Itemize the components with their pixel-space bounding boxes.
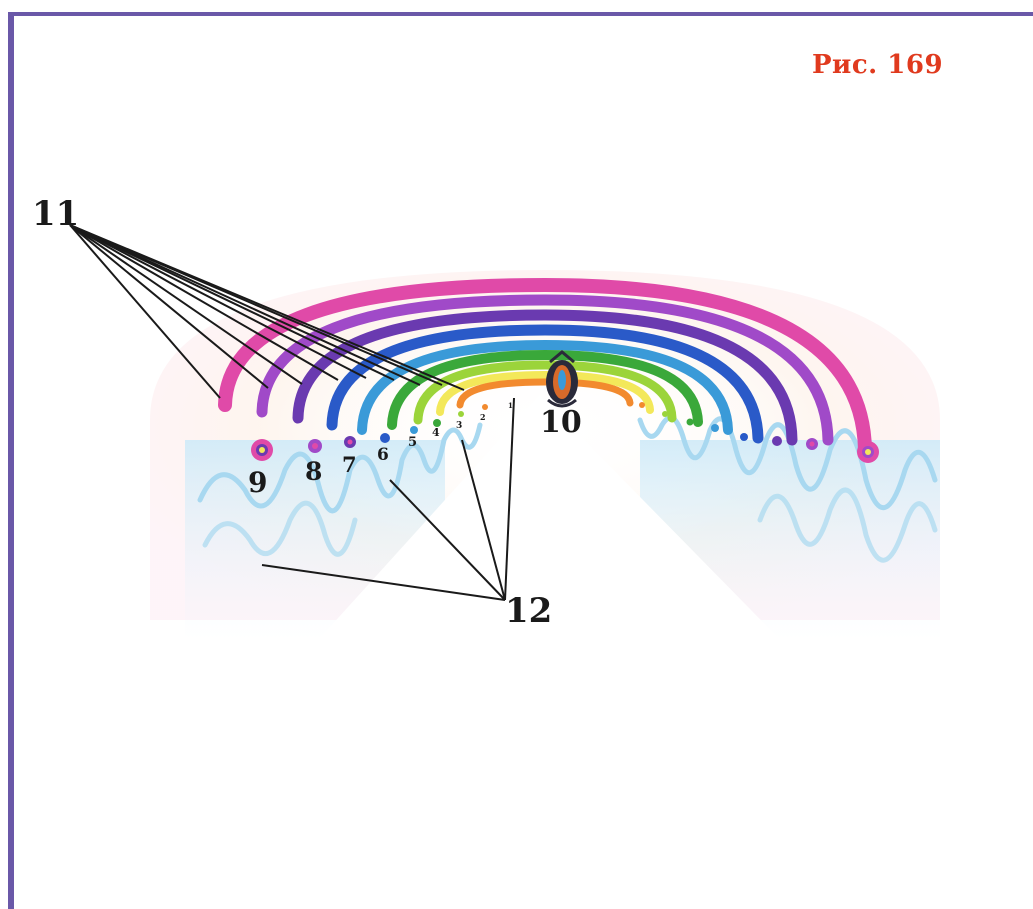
label-2: 2 [480, 412, 486, 422]
ring-end-2 [482, 404, 488, 410]
label-12: 12 [505, 591, 552, 631]
ring-end-4 [433, 419, 441, 427]
ring-4 [387, 349, 703, 430]
ring-end-6 [380, 433, 390, 443]
label-10: 10 [540, 405, 582, 440]
wave-pattern-right [637, 415, 938, 563]
ring-2 [436, 370, 654, 416]
figure-caption: Рис. 169 [812, 50, 944, 80]
ring-1 [456, 378, 634, 409]
ring-ends-right [639, 402, 879, 463]
label-11: 11 [32, 194, 79, 234]
central-figure [546, 350, 578, 408]
frame-left-border [8, 12, 14, 909]
ring-end-3 [458, 411, 464, 417]
ring-end-5 [410, 426, 418, 434]
wedge-cutout [300, 395, 800, 660]
ring-7 [292, 309, 798, 446]
wave-pattern-left [197, 422, 483, 557]
leader-lines-12 [261, 397, 515, 601]
label-8: 8 [305, 457, 322, 486]
ring-5 [357, 339, 733, 435]
ring-9 [218, 277, 872, 457]
frame-top-border [8, 12, 1033, 16]
label-5: 5 [408, 435, 417, 450]
ring-ends-left [251, 404, 488, 461]
label-7: 7 [342, 452, 357, 477]
label-4: 4 [432, 426, 440, 439]
ring-3 [413, 360, 677, 425]
label-6: 6 [377, 445, 389, 465]
leader-lines-11 [69, 224, 465, 399]
label-9: 9 [248, 466, 267, 499]
label-3: 3 [456, 421, 462, 431]
label-1: 1 [508, 401, 513, 410]
